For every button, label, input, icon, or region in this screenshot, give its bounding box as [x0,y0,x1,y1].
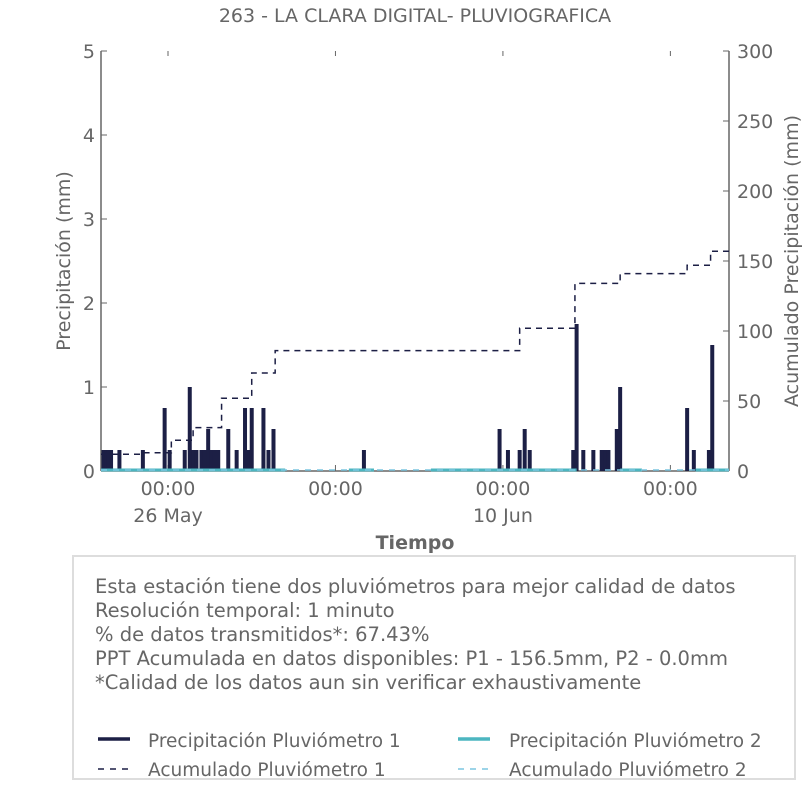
precipitation-bar [194,450,199,471]
precipitation-bar [199,450,204,471]
precipitation-bar [505,450,510,471]
x-tick-date-label: 26 May [133,505,203,527]
legend-swatch-acc1 [98,768,130,770]
legend-label-acc2: Acumulado Pluviómetro 2 [509,760,747,781]
precipitation-bar [234,450,239,471]
legend-swatch-p2 [458,737,490,741]
precipitation-bar [685,408,690,471]
legend-label-p1: Precipitación Pluviómetro 1 [148,731,401,752]
precipitation-bar [212,450,217,471]
precipitation-bar [187,387,192,471]
precipitation-bar [361,450,366,471]
y-tick-label: 2 [83,293,95,315]
precipitation-bar [167,450,172,471]
precipitation-bar [517,450,522,471]
info-line-transmitted: % de datos transmitidos*: 67.43% [95,623,430,646]
y2-tick-label: 0 [737,461,749,483]
legend-label-p2: Precipitación Pluviómetro 2 [509,731,762,752]
precipitation-bar [249,408,254,471]
y2-tick-label: 50 [737,391,761,413]
precipitation-bar [522,429,527,471]
precipitation-bar [706,450,711,471]
precipitation-bar [162,408,167,471]
precipitation-bar [618,387,623,471]
x-tick-label: 00:00 [141,478,196,500]
y-tick-label: 5 [83,41,95,63]
info-line-quality-note: *Calidad de los datos aun sin verificar … [95,671,642,694]
precipitation-bar [226,429,231,471]
precipitation-bar [591,450,596,471]
info-line-stations: Esta estación tiene dos pluviómetros par… [95,575,736,598]
precipitation-bar [581,450,586,471]
y-tick-label: 4 [83,125,95,147]
legend-swatch-p1 [98,737,130,741]
precipitation-bar [109,450,114,471]
y-tick-label: 0 [83,461,95,483]
precipitation-bar [691,450,696,471]
precipitation-bar [191,450,196,471]
info-line-resolution: Resolución temporal: 1 minuto [95,599,395,622]
y2-axis-label: Acumulado Precipitación (mm) [781,115,803,407]
info-line-accumulated: PPT Acumulada en datos disponibles: P1 -… [95,647,728,670]
y2-tick-label: 250 [737,111,773,133]
precipitation-bar [571,450,576,471]
legend-label-acc1: Acumulado Pluviómetro 1 [148,760,386,781]
y-tick-label: 3 [83,209,95,231]
x-tick-label: 00:00 [308,478,363,500]
x-axis-label: Tiempo [376,532,455,554]
precipitation-bar [599,450,604,471]
legend-swatch-acc2 [458,768,490,770]
precipitation-bar [101,450,106,471]
precipitation-bar [106,450,111,471]
x-tick-date-label: 10 Jun [473,505,533,527]
precipitation-bar [140,450,145,471]
precipitation-bar [202,450,207,471]
precipitation-bar [266,450,271,471]
precipitation-bar [243,408,248,471]
precipitation-bar [209,450,214,471]
y2-tick-label: 150 [737,251,773,273]
x-tick-label: 00:00 [476,478,531,500]
precipitation-bar [574,324,579,471]
precipitation-bar [606,450,611,471]
precipitation-bar [261,408,266,471]
precipitation-bar [527,450,532,471]
precipitation-bar [603,450,608,471]
x-tick-label: 00:00 [643,478,698,500]
precipitation-bar [497,429,502,471]
precipitation-bar [614,429,619,471]
precipitation-bar [271,429,276,471]
precipitation-bars [101,324,715,471]
y2-tick-label: 300 [737,41,773,63]
precipitation-bar [216,450,221,471]
precipitation-bar [182,450,187,471]
precipitation-bar [117,450,122,471]
y2-tick-label: 100 [737,321,773,343]
precipitation-bar [246,450,251,471]
accumulated-p1-line [101,250,729,455]
precipitation-bar [104,450,109,471]
series-lines [101,250,729,472]
y2-tick-label: 200 [737,181,773,203]
precipitation-bar [206,429,211,471]
info-box: Esta estación tiene dos pluviómetros par… [72,555,796,781]
y-axis-label: Precipitación (mm) [53,171,75,351]
y-tick-label: 1 [83,377,95,399]
precipitation-bar [710,345,715,471]
precipitation-chart: 263 - LA CLARA DIGITAL- PLUVIOGRAFICA 0 1… [53,5,803,554]
chart-title: 263 - LA CLARA DIGITAL- PLUVIOGRAFICA [219,5,611,27]
